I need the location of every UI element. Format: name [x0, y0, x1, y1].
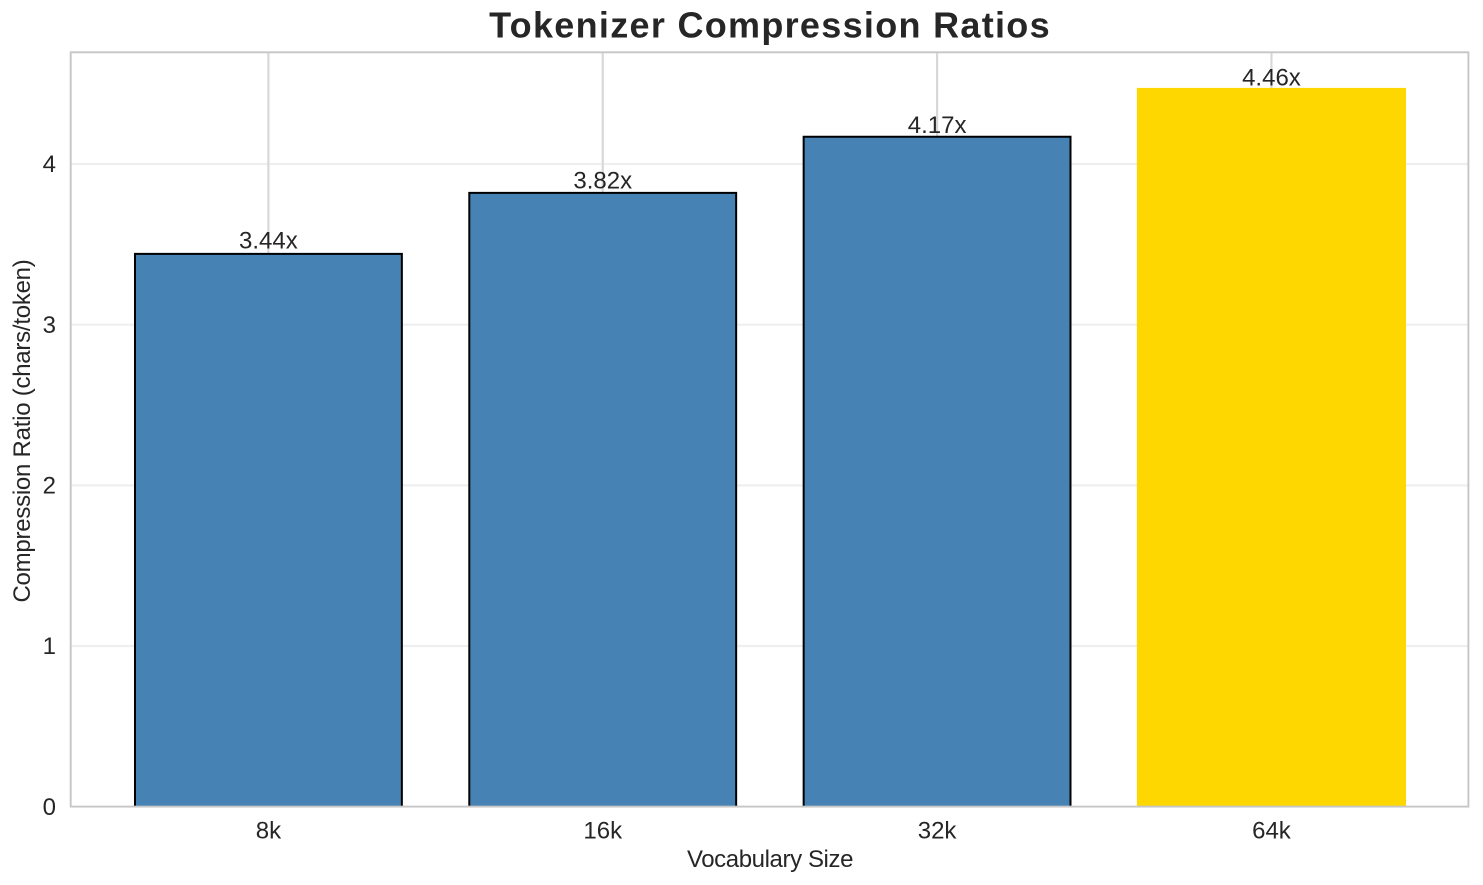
- svg-text:0: 0: [43, 794, 56, 821]
- svg-text:16k: 16k: [583, 818, 623, 845]
- svg-text:3: 3: [43, 312, 56, 339]
- svg-text:Tokenizer Compression Ratios: Tokenizer Compression Ratios: [489, 5, 1051, 46]
- svg-text:4: 4: [43, 151, 56, 178]
- svg-text:Compression Ratio (chars/token: Compression Ratio (chars/token): [9, 259, 36, 602]
- svg-text:3.44x: 3.44x: [239, 227, 298, 254]
- svg-text:2: 2: [43, 473, 56, 500]
- svg-text:Vocabulary Size: Vocabulary Size: [687, 846, 853, 873]
- svg-text:64k: 64k: [1252, 818, 1292, 845]
- svg-text:4.46x: 4.46x: [1242, 64, 1301, 91]
- svg-text:4.17x: 4.17x: [908, 112, 967, 139]
- svg-text:3.82x: 3.82x: [573, 168, 632, 195]
- svg-text:1: 1: [43, 633, 56, 660]
- svg-text:32k: 32k: [918, 818, 958, 845]
- svg-text:8k: 8k: [256, 818, 282, 845]
